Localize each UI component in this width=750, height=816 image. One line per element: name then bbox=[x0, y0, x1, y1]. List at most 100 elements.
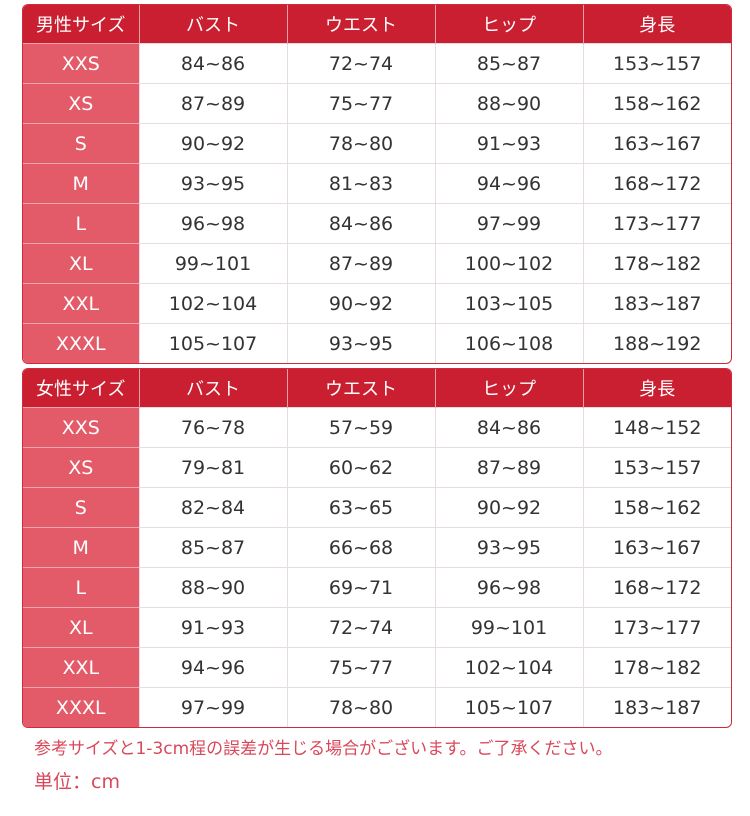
measurement-cell: 90~92 bbox=[434, 487, 583, 528]
measurement-cell: 93~95 bbox=[286, 323, 435, 363]
measurement-cell: 72~74 bbox=[286, 43, 435, 84]
table-row: XXS 76~78 57~59 84~86 148~152 bbox=[23, 407, 731, 448]
measurement-cell: 163~167 bbox=[582, 123, 731, 164]
measurement-cell: 173~177 bbox=[582, 203, 731, 244]
measurement-cell: 63~65 bbox=[286, 487, 435, 528]
measurement-cell: 76~78 bbox=[138, 407, 287, 448]
size-label: XXS bbox=[23, 407, 139, 448]
measurement-cell: 94~96 bbox=[138, 647, 287, 688]
measurement-cell: 90~92 bbox=[138, 123, 287, 164]
measurement-cell: 84~86 bbox=[434, 407, 583, 448]
size-label: XXS bbox=[23, 43, 139, 84]
measurement-cell: 105~107 bbox=[434, 687, 583, 727]
table-row: XS 79~81 60~62 87~89 153~157 bbox=[23, 447, 731, 488]
measurement-cell: 153~157 bbox=[582, 447, 731, 488]
column-header: ヒップ bbox=[434, 369, 583, 408]
column-header: バスト bbox=[138, 5, 287, 44]
womens-size-table: 女性サイズ バスト ウエスト ヒップ 身長 XXS 76~78 57~59 84~86 148~1… bbox=[22, 368, 732, 728]
column-header: ウエスト bbox=[286, 369, 435, 408]
measurement-cell: 84~86 bbox=[138, 43, 287, 84]
table-row: L 96~98 84~86 97~99 173~177 bbox=[23, 203, 731, 244]
size-label: XXXL bbox=[23, 687, 139, 727]
size-label: XS bbox=[23, 447, 139, 488]
measurement-cell: 90~92 bbox=[286, 283, 435, 324]
size-label: XL bbox=[23, 607, 139, 648]
size-label: XS bbox=[23, 83, 139, 124]
table-row: S 82~84 63~65 90~92 158~162 bbox=[23, 487, 731, 528]
measurement-cell: 57~59 bbox=[286, 407, 435, 448]
measurement-cell: 94~96 bbox=[434, 163, 583, 204]
measurement-cell: 163~167 bbox=[582, 527, 731, 568]
measurement-cell: 100~102 bbox=[434, 243, 583, 284]
measurement-cell: 75~77 bbox=[286, 647, 435, 688]
measurement-cell: 93~95 bbox=[138, 163, 287, 204]
measurement-cell: 72~74 bbox=[286, 607, 435, 648]
measurement-cell: 60~62 bbox=[286, 447, 435, 488]
measurement-cell: 173~177 bbox=[582, 607, 731, 648]
table-row: XS 87~89 75~77 88~90 158~162 bbox=[23, 83, 731, 124]
size-label: M bbox=[23, 527, 139, 568]
table-row: XXS 84~86 72~74 85~87 153~157 bbox=[23, 43, 731, 84]
header-row: 男性サイズ バスト ウエスト ヒップ 身長 bbox=[23, 5, 731, 44]
measurement-cell: 88~90 bbox=[138, 567, 287, 608]
table-row: S 90~92 78~80 91~93 163~167 bbox=[23, 123, 731, 164]
measurement-cell: 84~86 bbox=[286, 203, 435, 244]
measurement-cell: 188~192 bbox=[582, 323, 731, 363]
table-row: XL 99~101 87~89 100~102 178~182 bbox=[23, 243, 731, 284]
measurement-cell: 69~71 bbox=[286, 567, 435, 608]
measurement-cell: 158~162 bbox=[582, 487, 731, 528]
size-label: XXXL bbox=[23, 323, 139, 363]
measurement-cell: 91~93 bbox=[434, 123, 583, 164]
measurement-cell: 87~89 bbox=[286, 243, 435, 284]
tolerance-note: 参考サイズと1-3cm程の誤差が生じる場合がございます。ご了承ください。 bbox=[34, 739, 613, 759]
header-row: 女性サイズ バスト ウエスト ヒップ 身長 bbox=[23, 369, 731, 408]
measurement-cell: 85~87 bbox=[434, 43, 583, 84]
measurement-cell: 81~83 bbox=[286, 163, 435, 204]
measurement-cell: 183~187 bbox=[582, 283, 731, 324]
column-header: バスト bbox=[138, 369, 287, 408]
measurement-cell: 105~107 bbox=[138, 323, 287, 363]
measurement-cell: 99~101 bbox=[434, 607, 583, 648]
measurement-cell: 87~89 bbox=[138, 83, 287, 124]
table-row: XXL 94~96 75~77 102~104 178~182 bbox=[23, 647, 731, 688]
measurement-cell: 102~104 bbox=[434, 647, 583, 688]
column-header: ウエスト bbox=[286, 5, 435, 44]
size-label: S bbox=[23, 123, 139, 164]
measurement-cell: 88~90 bbox=[434, 83, 583, 124]
unit-note: 単位：cm bbox=[34, 771, 120, 793]
column-header: 男性サイズ bbox=[23, 5, 139, 44]
measurement-cell: 93~95 bbox=[434, 527, 583, 568]
column-header: 身長 bbox=[582, 5, 731, 44]
measurement-cell: 85~87 bbox=[138, 527, 287, 568]
measurement-cell: 168~172 bbox=[582, 567, 731, 608]
size-label: S bbox=[23, 487, 139, 528]
size-label: XXL bbox=[23, 283, 139, 324]
measurement-cell: 87~89 bbox=[434, 447, 583, 488]
measurement-cell: 66~68 bbox=[286, 527, 435, 568]
table-row: M 93~95 81~83 94~96 168~172 bbox=[23, 163, 731, 204]
size-label: L bbox=[23, 203, 139, 244]
measurement-cell: 103~105 bbox=[434, 283, 583, 324]
measurement-cell: 183~187 bbox=[582, 687, 731, 727]
measurement-cell: 106~108 bbox=[434, 323, 583, 363]
measurement-cell: 78~80 bbox=[286, 687, 435, 727]
column-header: ヒップ bbox=[434, 5, 583, 44]
measurement-cell: 75~77 bbox=[286, 83, 435, 124]
table-row: L 88~90 69~71 96~98 168~172 bbox=[23, 567, 731, 608]
measurement-cell: 97~99 bbox=[434, 203, 583, 244]
table-row: XL 91~93 72~74 99~101 173~177 bbox=[23, 607, 731, 648]
column-header: 身長 bbox=[582, 369, 731, 408]
measurement-cell: 148~152 bbox=[582, 407, 731, 448]
measurement-cell: 178~182 bbox=[582, 243, 731, 284]
measurement-cell: 78~80 bbox=[286, 123, 435, 164]
measurement-cell: 91~93 bbox=[138, 607, 287, 648]
size-label: XL bbox=[23, 243, 139, 284]
measurement-cell: 97~99 bbox=[138, 687, 287, 727]
measurement-cell: 102~104 bbox=[138, 283, 287, 324]
size-label: M bbox=[23, 163, 139, 204]
measurement-cell: 153~157 bbox=[582, 43, 731, 84]
table-row: XXXL 97~99 78~80 105~107 183~187 bbox=[23, 687, 731, 727]
measurement-cell: 99~101 bbox=[138, 243, 287, 284]
size-label: XXL bbox=[23, 647, 139, 688]
measurement-cell: 178~182 bbox=[582, 647, 731, 688]
